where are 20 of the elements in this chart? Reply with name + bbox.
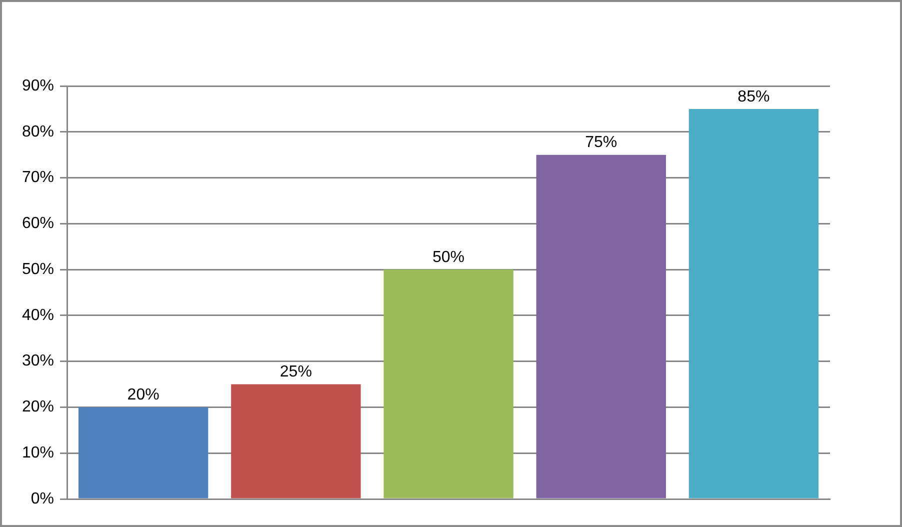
y-tick-label: 40% <box>22 306 54 324</box>
y-tick-label: 70% <box>22 169 54 186</box>
y-tick-label: 20% <box>22 398 54 416</box>
bar <box>536 154 666 498</box>
bar <box>688 108 819 498</box>
y-tick-label: 10% <box>22 444 54 462</box>
data-label: 85% <box>738 88 770 106</box>
y-tick-label: 50% <box>22 260 54 278</box>
bar <box>78 407 208 498</box>
y-tick-label: 0% <box>30 490 54 508</box>
y-tick-label: 60% <box>22 215 54 232</box>
y-tick-label: 30% <box>22 352 54 370</box>
data-label: 25% <box>280 364 312 381</box>
bar <box>231 384 361 498</box>
data-label: 75% <box>585 134 618 152</box>
y-tick-label: 80% <box>22 123 54 140</box>
bar <box>384 270 514 498</box>
data-label: 20% <box>127 386 160 404</box>
data-label: 50% <box>432 248 465 266</box>
y-tick-label: 90% <box>22 77 54 94</box>
